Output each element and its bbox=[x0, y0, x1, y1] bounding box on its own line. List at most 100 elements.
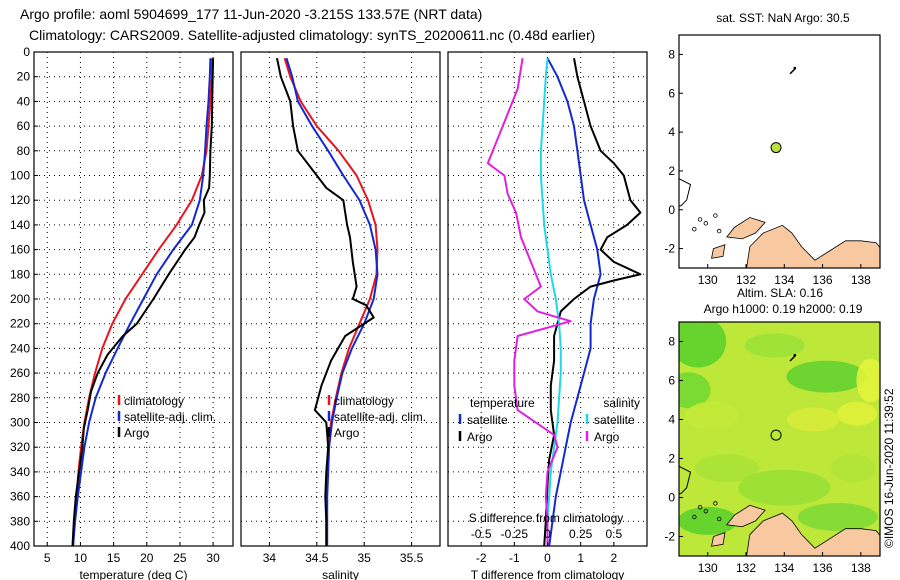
s-tick-label: -0.25 bbox=[501, 527, 529, 541]
credit-text: ©IMOS 16-Jun-2020 11:39:52 bbox=[882, 388, 896, 548]
y-tick-label: -2 bbox=[664, 530, 675, 544]
sst-map-panel: sat. SST: NaN Argo: 30.5 130 132 134 136 138 -… bbox=[664, 11, 881, 287]
islet bbox=[717, 228, 722, 234]
sla-patch bbox=[787, 407, 839, 432]
y-tick-label: 100 bbox=[10, 169, 30, 183]
y-tick-label: 340 bbox=[10, 465, 30, 479]
y-tick-label: 160 bbox=[10, 243, 30, 257]
legend-label: climatology bbox=[124, 394, 184, 408]
series-line-s-satellite bbox=[539, 58, 562, 546]
land-island bbox=[711, 532, 726, 547]
y-tick-label: 140 bbox=[10, 218, 30, 232]
sla-patch bbox=[831, 454, 876, 483]
x-tick-label: 134 bbox=[774, 561, 794, 575]
series-line-satellite-adj-clim- bbox=[72, 58, 212, 547]
land-new-guinea bbox=[746, 512, 880, 556]
y-tick-label: 400 bbox=[10, 539, 30, 553]
islet bbox=[713, 501, 718, 506]
x-axis-label: T difference from climatology bbox=[471, 568, 625, 580]
sla-patch bbox=[856, 358, 880, 403]
x-tick-label: 134 bbox=[774, 273, 794, 287]
x-tick-label: -1 bbox=[509, 551, 520, 565]
x-tick-label: 35 bbox=[358, 551, 372, 565]
sla-map-title-2: Argo h1000: 0.19 h2000: 0.19 bbox=[704, 302, 863, 316]
islet bbox=[697, 505, 703, 510]
islet bbox=[692, 226, 697, 232]
x-tick-label: 34 bbox=[263, 551, 277, 565]
x-tick-label: 34.5 bbox=[305, 551, 329, 565]
y-tick-label: 380 bbox=[10, 514, 30, 528]
y-tick-label: 40 bbox=[17, 94, 31, 108]
map-content bbox=[679, 322, 880, 556]
difference-panel: -2 -1 0 1 2 T difference from climatology S di… bbox=[447, 51, 648, 580]
series-line-climatology bbox=[283, 57, 379, 546]
y-tick-label: 120 bbox=[10, 193, 30, 207]
y-tick-label: 8 bbox=[668, 335, 675, 349]
x-axis-label: temperature (deg C) bbox=[79, 568, 187, 580]
islet bbox=[703, 221, 708, 226]
islet bbox=[692, 514, 697, 520]
legend-label: Argo bbox=[594, 430, 620, 444]
sla-patch bbox=[786, 360, 867, 393]
map-frame bbox=[678, 321, 881, 557]
land-vogelkop bbox=[726, 504, 766, 528]
y-tick-label: 20 bbox=[17, 70, 31, 84]
legend-label: Argo bbox=[124, 426, 150, 440]
y-tick-label: 4 bbox=[668, 125, 675, 139]
x-tick-label: 20 bbox=[140, 551, 154, 565]
legend-title-salinity: salinity bbox=[603, 396, 640, 410]
y-tick-label: -2 bbox=[664, 242, 675, 256]
legend-label: Argo bbox=[467, 430, 493, 444]
y-tick-label: 260 bbox=[10, 366, 30, 380]
plot-frame bbox=[33, 51, 234, 547]
x-tick-label: 138 bbox=[851, 273, 871, 287]
y-tick-label: 4 bbox=[668, 413, 675, 427]
map-content bbox=[679, 66, 880, 268]
y-tick-label: 2 bbox=[668, 164, 675, 178]
sla-map-title-1: Altim. SLA: 0.16 bbox=[737, 286, 823, 300]
y-tick-label: 180 bbox=[10, 267, 30, 281]
sla-patch bbox=[694, 454, 759, 483]
y-tick-label: 0 bbox=[668, 491, 675, 505]
y-tick-label: 60 bbox=[17, 119, 31, 133]
coast-halmahera bbox=[679, 178, 692, 207]
sla-patch bbox=[837, 401, 878, 426]
sla-patch bbox=[797, 503, 878, 531]
x-tick-label: 5 bbox=[44, 551, 51, 565]
s-tick-label: 0.25 bbox=[569, 527, 593, 541]
title-line-1: Argo profile: aoml 5904699_177 11-Jun-20… bbox=[20, 6, 482, 22]
land-island bbox=[711, 244, 726, 259]
legend-label: Argo bbox=[334, 426, 360, 440]
sla-patch bbox=[679, 322, 727, 368]
x-tick-label: 132 bbox=[736, 561, 756, 575]
x-tick-label: 130 bbox=[698, 273, 718, 287]
y-tick-label: 240 bbox=[10, 341, 30, 355]
x-tick-label: 15 bbox=[107, 551, 121, 565]
sla-patch bbox=[685, 401, 738, 430]
y-tick-label: 2 bbox=[668, 452, 675, 466]
x-tick-label: 0 bbox=[544, 551, 551, 565]
y-tick-label: 360 bbox=[10, 490, 30, 504]
x-tick-label: 35.5 bbox=[400, 551, 424, 565]
x-tick-label: -2 bbox=[476, 551, 487, 565]
x-tick-label: 30 bbox=[206, 551, 220, 565]
series-line-t-argo bbox=[543, 58, 642, 547]
temperature-panel: 5 10 15 20 25 30 temperature (deg C) 0 20 40 60 80 1… bbox=[10, 45, 234, 580]
x-tick-label: 25 bbox=[173, 551, 187, 565]
sst-map-title: sat. SST: NaN Argo: 30.5 bbox=[716, 11, 850, 25]
islet bbox=[697, 217, 703, 222]
x-tick-label: 130 bbox=[698, 561, 718, 575]
x-tick-label: 136 bbox=[813, 273, 833, 287]
x-tick-label: 136 bbox=[813, 561, 833, 575]
land-palau-dot bbox=[793, 353, 797, 357]
salinity-panel: 34 34.5 35 35.5 salinity climatology satellite… bbox=[240, 51, 441, 580]
x-axis-label: salinity bbox=[322, 568, 359, 580]
x-tick-label: 138 bbox=[851, 561, 871, 575]
sla-patch bbox=[744, 333, 805, 358]
float-marker bbox=[770, 429, 782, 441]
sla-patch bbox=[679, 372, 711, 409]
land-palau-dot bbox=[793, 66, 797, 70]
x-tick-label: 10 bbox=[74, 551, 88, 565]
islet bbox=[703, 508, 708, 514]
